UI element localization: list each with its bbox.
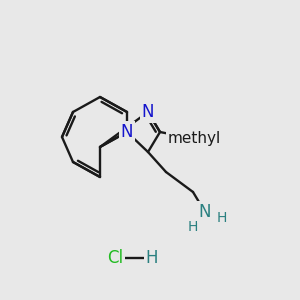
Text: H: H bbox=[217, 211, 227, 225]
Text: methyl: methyl bbox=[167, 130, 220, 146]
Text: N: N bbox=[121, 123, 133, 141]
Text: H: H bbox=[188, 220, 198, 234]
Text: Cl: Cl bbox=[107, 249, 123, 267]
Text: N: N bbox=[199, 203, 211, 221]
Text: H: H bbox=[146, 249, 158, 267]
Text: N: N bbox=[142, 103, 154, 121]
